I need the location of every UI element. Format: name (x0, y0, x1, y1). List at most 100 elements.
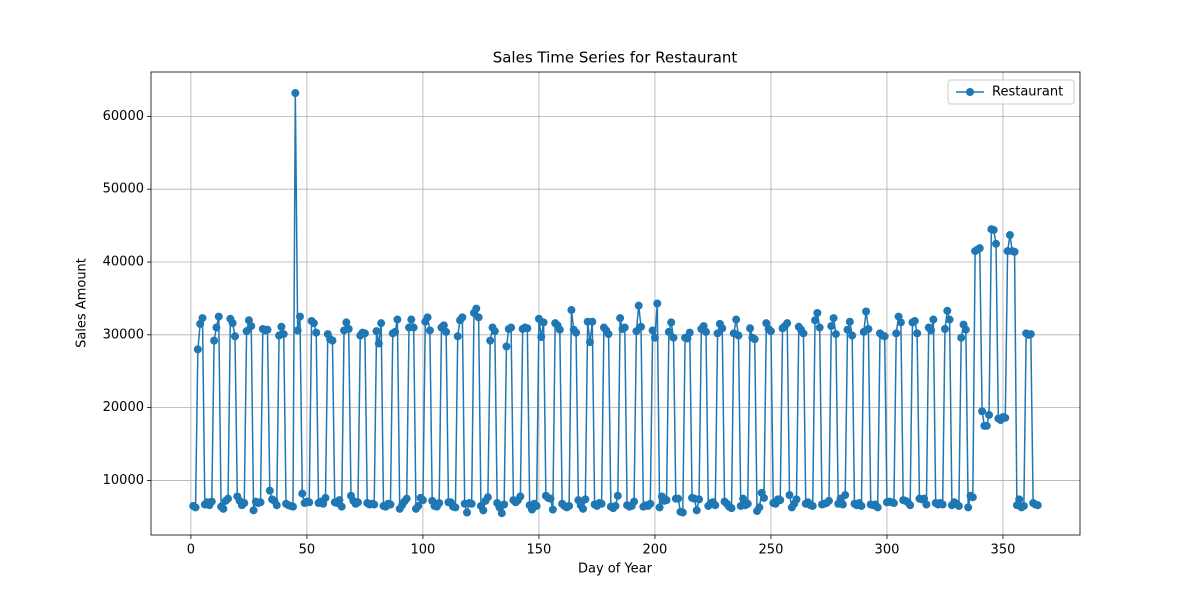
data-point (228, 319, 237, 328)
data-point (685, 328, 694, 337)
data-point (637, 322, 646, 331)
data-point (880, 332, 889, 341)
data-point (265, 486, 274, 495)
data-point (662, 496, 671, 505)
data-point (938, 500, 947, 509)
data-point (581, 495, 590, 504)
legend: Restaurant (947, 79, 1075, 105)
data-point (843, 325, 852, 334)
x-tick-label: 350 (991, 543, 1016, 558)
data-point (193, 345, 202, 354)
data-point (565, 501, 574, 510)
data-point (312, 328, 321, 337)
data-point (968, 493, 977, 502)
data-point (435, 499, 444, 508)
data-point (848, 331, 857, 340)
data-point (386, 500, 395, 509)
data-point (669, 333, 678, 342)
data-point (750, 335, 759, 344)
data-point (692, 506, 701, 515)
data-point (613, 491, 622, 500)
y-tick-label: 40000 (103, 254, 144, 269)
x-tick-label: 0 (187, 543, 195, 558)
legend-box (947, 79, 1075, 105)
data-point (321, 493, 330, 502)
data-point (604, 330, 613, 339)
chart-title: Sales Time Series for Restaurant (493, 49, 738, 67)
data-point (414, 501, 423, 510)
data-point (277, 322, 286, 331)
data-point (425, 326, 434, 335)
data-point (567, 306, 576, 315)
data-point (442, 327, 451, 336)
data-point (212, 323, 221, 332)
data-point (1019, 501, 1028, 510)
data-point (490, 327, 499, 336)
data-point (896, 318, 905, 327)
data-point (674, 494, 683, 503)
data-point (463, 508, 472, 517)
data-point (813, 308, 822, 317)
data-point (588, 317, 597, 326)
data-point (957, 333, 966, 342)
data-point (695, 495, 704, 504)
data-point (585, 338, 594, 347)
data-point (992, 239, 1001, 248)
y-tick-label: 30000 (103, 327, 144, 342)
data-point (739, 494, 748, 503)
data-point (523, 324, 532, 333)
x-tick-label: 250 (759, 543, 784, 558)
data-point (263, 325, 272, 334)
data-point (572, 328, 581, 337)
data-point (272, 501, 281, 510)
data-point (305, 498, 314, 507)
data-point (548, 505, 557, 514)
data-point (711, 501, 720, 510)
y-tick-label: 60000 (103, 109, 144, 124)
data-point (831, 330, 840, 339)
data-point (298, 489, 307, 498)
data-point (479, 506, 488, 515)
data-point (247, 322, 256, 331)
data-point (646, 499, 655, 508)
x-tick-label: 100 (411, 543, 436, 558)
data-point (734, 331, 743, 340)
data-point (328, 336, 337, 345)
data-point (377, 319, 386, 328)
data-point (295, 312, 304, 321)
data-point (532, 501, 541, 510)
data-point (353, 498, 362, 507)
y-tick-label: 10000 (103, 473, 144, 488)
y-tick-label: 20000 (103, 400, 144, 415)
y-tick-label: 50000 (103, 182, 144, 197)
data-point (337, 502, 346, 511)
data-point (439, 321, 448, 330)
x-axis-label: Day of Year (578, 562, 653, 577)
data-point (467, 499, 476, 508)
data-point (616, 314, 625, 323)
data-point (954, 501, 963, 510)
data-point (453, 332, 462, 341)
data-point (982, 421, 991, 430)
data-point (458, 313, 467, 322)
data-point (815, 323, 824, 332)
data-point (889, 499, 898, 508)
data-point (943, 306, 952, 315)
data-point (732, 315, 741, 324)
axes-frame (150, 71, 1081, 536)
data-point (910, 316, 919, 325)
data-point (418, 496, 427, 505)
data-point (393, 315, 402, 324)
data-point (474, 313, 483, 322)
data-point (746, 324, 755, 333)
data-point (198, 314, 207, 323)
data-point (648, 326, 657, 335)
data-point (344, 324, 353, 333)
data-point (989, 225, 998, 234)
data-point (913, 329, 922, 338)
data-point (486, 336, 495, 345)
data-point (374, 339, 383, 348)
data-point (214, 312, 223, 321)
